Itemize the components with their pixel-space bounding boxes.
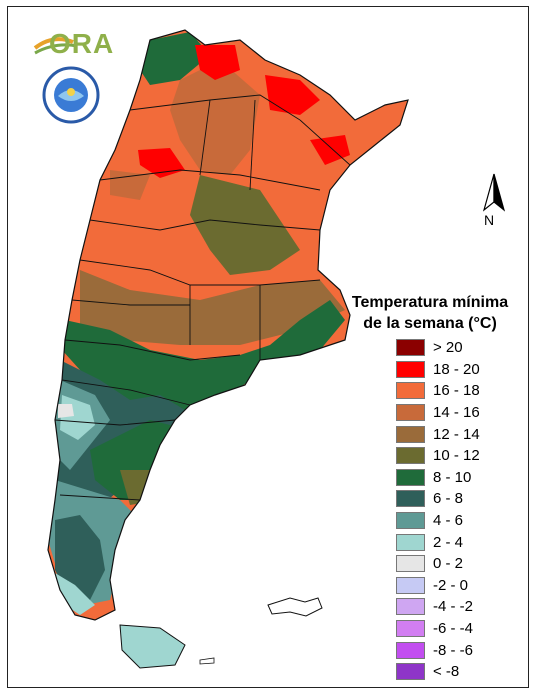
tierra-del-fuego-island — [119, 624, 186, 669]
legend-label: 14 - 16 — [433, 404, 480, 422]
legend-title: Temperatura mínima de la semana (°C) — [330, 292, 530, 334]
legend-item: < -8 — [396, 661, 526, 683]
legend-item: 0 - 2 — [396, 553, 526, 575]
legend-item: -6 - -4 — [396, 618, 526, 640]
legend-label: 18 - 20 — [433, 360, 480, 378]
legend-item: 2 - 4 — [396, 531, 526, 553]
legend: > 20 18 - 20 16 - 18 14 - 16 12 - 14 10 - 12 8… — [396, 337, 526, 683]
legend-swatch — [396, 641, 425, 659]
legend-label: 2 - 4 — [433, 533, 464, 551]
legend-label: > 20 — [433, 339, 463, 357]
legend-swatch — [396, 468, 425, 486]
legend-label: 0 - 2 — [433, 555, 464, 573]
legend-swatch — [396, 533, 425, 551]
legend-label: 10 - 12 — [433, 447, 480, 465]
north-label: N — [484, 212, 495, 228]
legend-swatch — [396, 360, 425, 378]
legend-item: 16 - 18 — [396, 380, 526, 402]
legend-item: 8 - 10 — [396, 467, 526, 489]
north-arrow-icon — [482, 173, 506, 212]
ora-logo-text: ORA — [49, 28, 115, 59]
legend-label: 12 - 14 — [433, 425, 480, 443]
legend-title-line1: Temperatura mínima — [351, 294, 509, 311]
legend-label: 16 - 18 — [433, 382, 480, 400]
legend-item: 18 - 20 — [396, 359, 526, 381]
legend-label: -4 - -2 — [433, 598, 474, 616]
province-borders — [54, 94, 351, 501]
small-island — [199, 657, 215, 665]
legend-swatch — [396, 447, 425, 465]
legend-item: -8 - -6 — [396, 639, 526, 661]
legend-swatch — [396, 620, 425, 638]
legend-item: 10 - 12 — [396, 445, 526, 467]
legend-label: -6 - -4 — [433, 620, 474, 638]
legend-label: 4 - 6 — [433, 512, 464, 530]
legend-label: 6 - 8 — [433, 490, 464, 508]
ora-logo — [33, 37, 78, 55]
legend-swatch — [396, 663, 425, 681]
legend-swatch — [396, 382, 425, 400]
legend-swatch — [396, 512, 425, 530]
legend-swatch — [396, 576, 425, 594]
legend-swatch — [396, 598, 425, 616]
legend-item: 14 - 16 — [396, 402, 526, 424]
legend-label: 8 - 10 — [433, 468, 472, 486]
legend-item: > 20 — [396, 337, 526, 359]
legend-item: 4 - 6 — [396, 510, 526, 532]
legend-label: -8 - -6 — [433, 641, 474, 659]
legend-swatch — [396, 490, 425, 508]
legend-title-line2: de la semana (°C) — [363, 315, 497, 332]
legend-swatch — [396, 339, 425, 357]
legend-item: 12 - 14 — [396, 423, 526, 445]
smn-seal-icon — [42, 66, 100, 124]
legend-item: 6 - 8 — [396, 488, 526, 510]
legend-label: -2 - 0 — [433, 576, 469, 594]
legend-swatch — [396, 555, 425, 573]
legend-item: -2 - 0 — [396, 575, 526, 597]
legend-swatch — [396, 404, 425, 422]
legend-item: -4 - -2 — [396, 596, 526, 618]
legend-label: < -8 — [433, 663, 460, 681]
legend-swatch — [396, 425, 425, 443]
malvinas-islands — [267, 597, 323, 617]
